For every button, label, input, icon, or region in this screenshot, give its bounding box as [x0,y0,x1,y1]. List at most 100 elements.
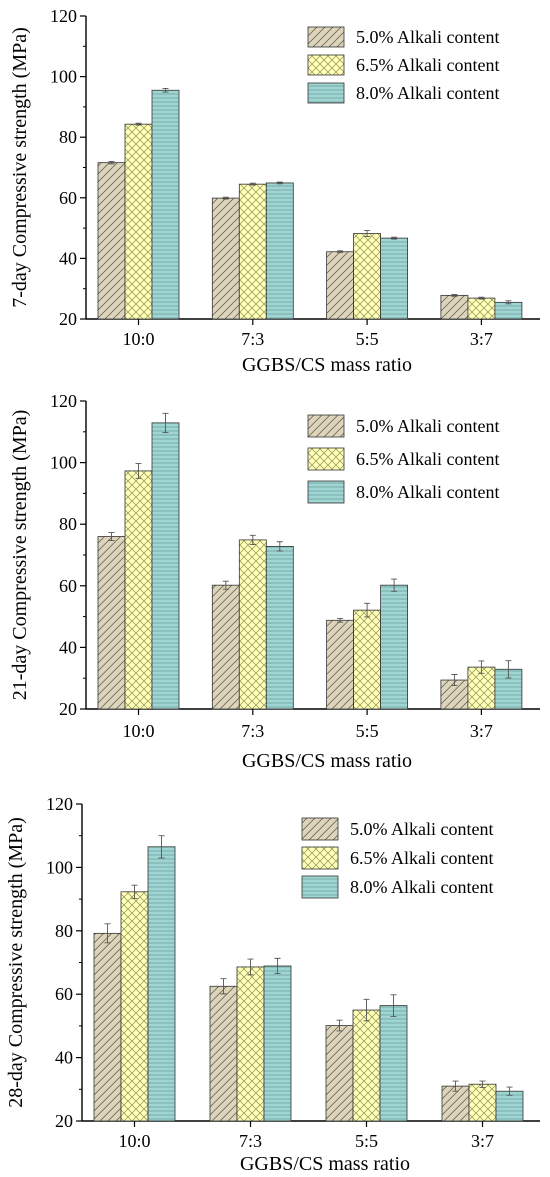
y-axis-title: 21-day Compressive strength (MPa) [9,410,31,701]
legend-label-1: 6.5% Alkali content [350,848,493,868]
error-bar-0-2 [337,617,344,623]
legend-label-0: 5.0% Alkali content [356,27,499,47]
error-bar-2-0 [162,412,169,433]
error-bar-2-3 [505,660,512,679]
y-tick-label: 60 [59,576,77,596]
y-tick-label: 120 [50,6,77,26]
x-axis-title: GGBS/CS mass ratio [242,750,412,772]
error-bar-0-3 [452,1080,459,1092]
error-bar-0-3 [451,294,458,297]
error-bar-1-1 [249,534,256,545]
legend-label-1: 6.5% Alkali content [356,55,499,75]
bar-0-3 [440,294,469,320]
x-tick-label: 7:3 [241,721,264,741]
y-tick-label: 20 [59,699,77,719]
y-tick-label: 60 [55,984,73,1004]
error-bar-0-0 [104,923,111,944]
error-bar-2-1 [274,957,281,975]
error-bar-1-2 [364,230,371,238]
error-bar-1-0 [135,122,142,126]
bar-0-1 [209,985,238,1122]
bar-1-2 [353,609,382,710]
bar-0-0 [97,536,126,710]
x-tick-label: 10:0 [122,721,154,741]
error-bar-2-0 [162,87,169,93]
y-tick-label: 120 [46,794,73,814]
error-bar-0-0 [108,532,115,541]
legend-label-0: 5.0% Alkali content [350,819,493,839]
bar-2-1 [265,545,294,710]
error-bar-0-1 [220,978,227,995]
legend-swatch-0 [307,26,345,48]
x-tick-label: 3:7 [471,1131,494,1151]
bar-1-3 [467,297,496,320]
legend-label-0: 5.0% Alkali content [356,416,499,436]
y-tick-label: 120 [50,391,77,411]
bar-2-0 [147,846,176,1122]
x-tick-label: 10:0 [118,1131,150,1151]
legend-swatch-2 [307,480,345,504]
bar-1-2 [352,1009,381,1122]
x-axis-title: GGBS/CS mass ratio [242,354,412,376]
error-bar-0-1 [222,196,229,200]
chart-7-day: 20 40 60 80 100 120 7-day Compressive strength… [9,6,540,376]
bar-1-3 [467,666,496,710]
bar-1-3 [468,1083,497,1122]
x-tick-label: 3:7 [470,721,493,741]
x-tick-label: 5:5 [355,1131,378,1151]
legend-label-2: 8.0% Alkali content [350,877,493,897]
error-bar-2-1 [276,181,283,185]
error-bar-1-0 [131,884,138,899]
bar-2-2 [379,1005,408,1122]
bar-0-0 [97,162,126,320]
bar-0-3 [441,1085,470,1122]
y-axis-title: 7-day Compressive strength (MPa) [9,27,31,308]
bar-0-2 [326,251,355,320]
x-tick-label: 5:5 [356,329,379,349]
error-bar-1-3 [478,296,485,300]
error-bar-0-1 [222,580,229,590]
y-tick-label: 40 [59,637,77,657]
bar-2-1 [265,182,294,320]
bar-0-2 [326,619,355,710]
error-bar-1-0 [135,463,142,479]
error-bar-2-0 [158,835,165,859]
y-tick-label: 80 [59,127,77,147]
x-tick-label: 7:3 [239,1131,262,1151]
x-axis-title: GGBS/CS mass ratio [240,1153,410,1175]
y-tick-label: 100 [50,67,77,87]
chart-28-day: 20 40 60 80 100 120 28-day Compressive strengt… [5,794,540,1175]
chart-21-day: 20 40 60 80 100 120 21-day Compressive strengt… [9,391,540,772]
legend-swatch-2 [307,82,345,104]
bar-0-1 [211,197,240,320]
error-bar-2-2 [391,236,398,240]
bar-2-0 [151,89,180,320]
bar-1-0 [120,891,149,1122]
bar-2-2 [380,584,409,710]
x-tick-label: 7:3 [241,329,264,349]
y-tick-label: 20 [59,309,77,329]
y-tick-label: 60 [59,188,77,208]
legend-label-2: 8.0% Alkali content [356,83,499,103]
y-tick-label: 100 [50,453,77,473]
legend-swatch-1 [301,846,339,870]
error-bar-1-2 [364,602,371,618]
error-bar-1-1 [249,182,256,186]
bar-0-1 [211,584,240,710]
y-tick-label: 40 [55,1048,73,1068]
x-tick-label: 3:7 [470,329,493,349]
error-bar-0-3 [451,674,458,687]
bar-2-3 [495,1090,524,1122]
legend-swatch-0 [301,817,339,841]
y-tick-label: 20 [55,1111,73,1131]
error-bar-0-2 [337,250,344,254]
error-bar-0-0 [108,160,115,165]
bar-0-0 [93,932,122,1122]
bar-1-2 [353,233,382,320]
legend-swatch-0 [307,414,345,438]
error-bar-2-2 [391,578,398,592]
legend-label-2: 8.0% Alkali content [356,482,499,502]
bar-0-2 [325,1025,354,1122]
y-axis-title: 28-day Compressive strength (MPa) [5,817,27,1108]
